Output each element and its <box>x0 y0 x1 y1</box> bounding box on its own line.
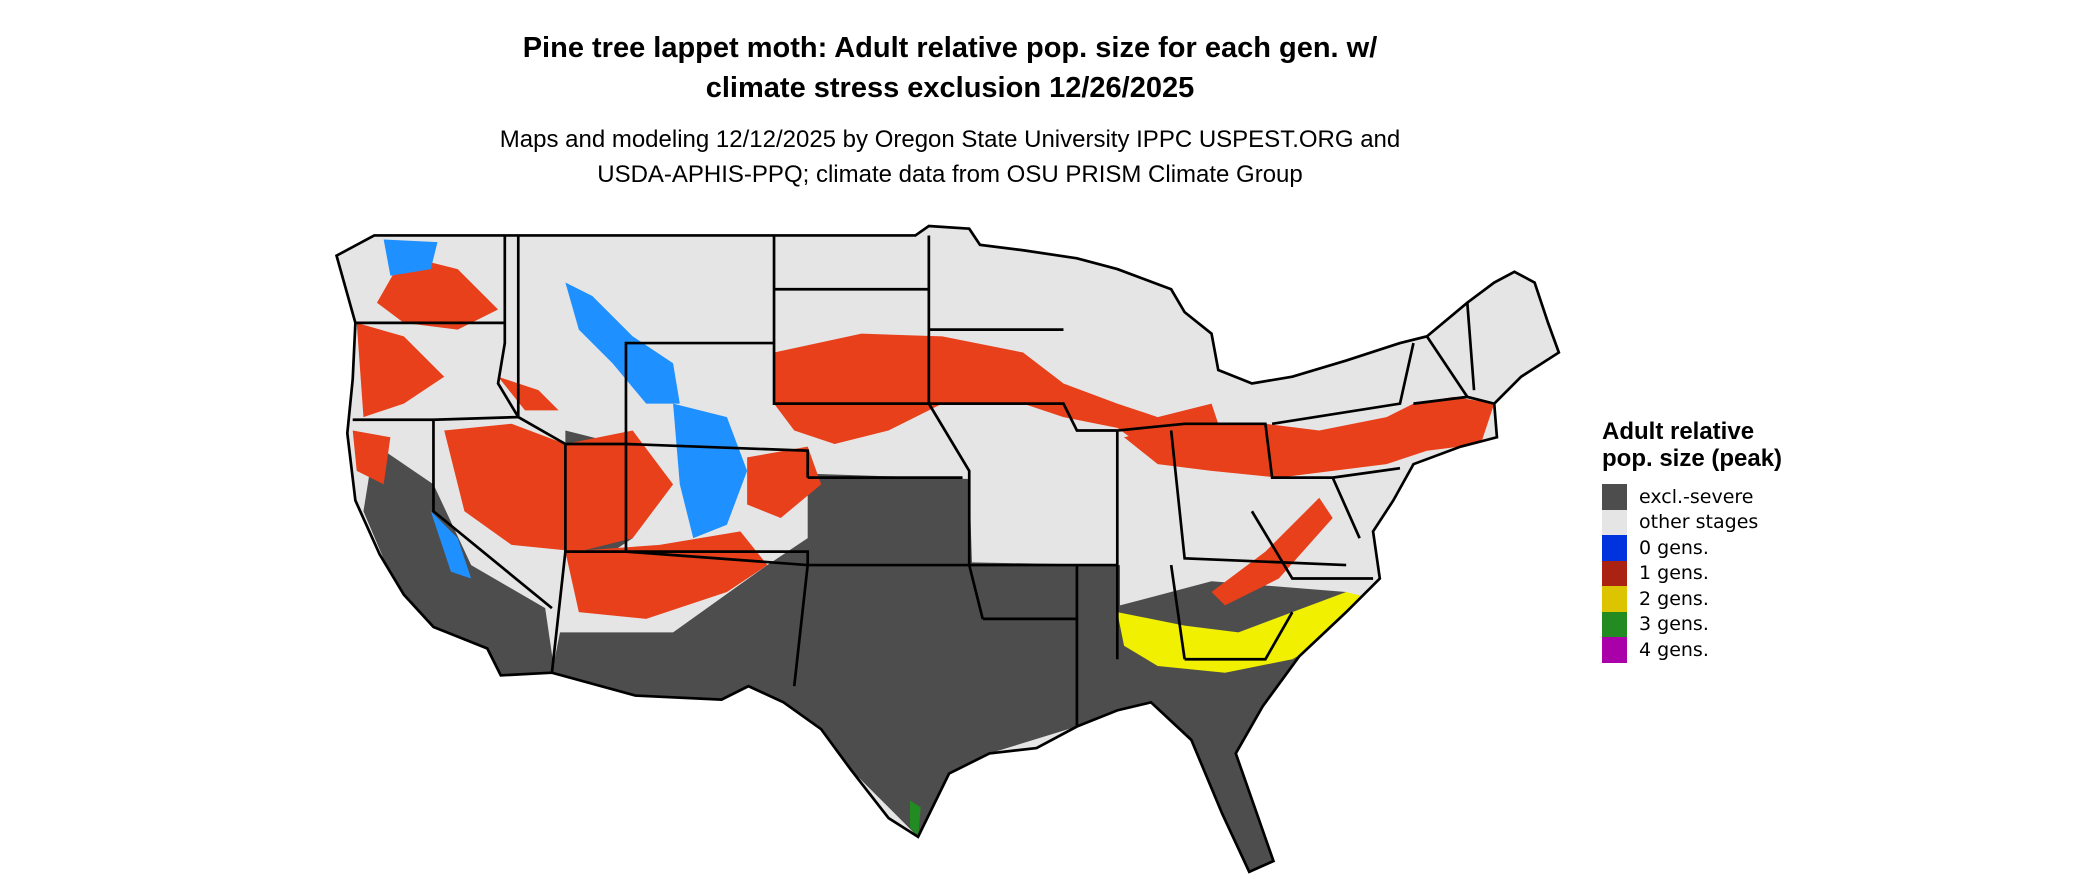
legend-swatch <box>1602 637 1627 663</box>
legend-label: 2 gens. <box>1639 587 1709 610</box>
region-two-gen-southeast <box>1117 591 1374 673</box>
patch-oregon <box>356 322 445 418</box>
map-subtitle: Maps and modeling 12/12/2025 by Oregon S… <box>0 122 1900 192</box>
legend-swatch <box>1602 509 1627 535</box>
title-line-1: Pine tree lappet moth: Adult relative po… <box>522 32 1378 64</box>
subtitle-line-2: USDA-APHIS-PPQ; climate data from OSU PR… <box>597 161 1303 188</box>
region-three-gen-coast <box>910 800 921 837</box>
legend-item-excluded: excl.-severe <box>1602 484 1802 510</box>
legend-swatch <box>1602 586 1627 612</box>
legend-swatch <box>1602 560 1627 586</box>
patch-arizona-nm <box>565 531 768 619</box>
legend-label: 3 gens. <box>1639 613 1709 636</box>
region-one-gen <box>352 255 1495 619</box>
patch-sierra <box>430 511 472 579</box>
state-borders <box>335 224 1561 874</box>
legend-swatch <box>1602 611 1627 637</box>
patch-california-coast <box>352 430 391 485</box>
legend-item-2-gens: 2 gens. <box>1602 586 1802 612</box>
legend-item-0-gens: 0 gens. <box>1602 535 1802 561</box>
legend-label: other stages <box>1639 511 1759 534</box>
legend-item-3-gens: 3 gens. <box>1602 611 1802 637</box>
legend-label: 0 gens. <box>1639 536 1709 559</box>
patch-washington <box>383 239 438 276</box>
patch-colorado-plains <box>747 446 822 518</box>
patch-pacific-nw <box>376 255 499 330</box>
legend: Adult relative pop. size (peak) excl.-se… <box>1602 418 1802 663</box>
map-title: Pine tree lappet moth: Adult relative po… <box>0 28 1900 108</box>
legend-item-1-gens: 1 gens. <box>1602 560 1802 586</box>
region-two-gen-texas <box>753 706 781 738</box>
legend-label: excl.-severe <box>1639 485 1754 508</box>
patch-utah-nevada <box>444 423 674 552</box>
patch-appalachia <box>1211 497 1333 606</box>
patch-idaho-wyoming <box>565 282 680 404</box>
region-zero-gen <box>383 239 748 579</box>
patch-ohio-pa <box>1124 396 1495 478</box>
border-lines <box>352 235 1495 727</box>
patch-idaho-oregon <box>498 376 559 411</box>
legend-swatch <box>1602 484 1627 510</box>
subtitle-line-1: Maps and modeling 12/12/2025 by Oregon S… <box>499 126 1401 153</box>
patch-plains-band <box>774 333 1225 458</box>
legend-items: excl.-severe other stages 0 gens. 1 gens… <box>1602 484 1802 663</box>
region-excluded-south <box>551 473 1360 872</box>
legend-title: Adult relative pop. size (peak) <box>1602 418 1783 472</box>
title-line-2: climate stress exclusion 12/26/2025 <box>705 72 1195 104</box>
legend-item-other-stages: other stages <box>1602 509 1802 535</box>
patch-colorado-rockies <box>673 403 748 539</box>
legend-label: 1 gens. <box>1639 562 1709 585</box>
legend-item-4-gens: 4 gens. <box>1602 637 1802 663</box>
legend-swatch <box>1602 535 1627 561</box>
legend-label: 4 gens. <box>1639 638 1709 661</box>
